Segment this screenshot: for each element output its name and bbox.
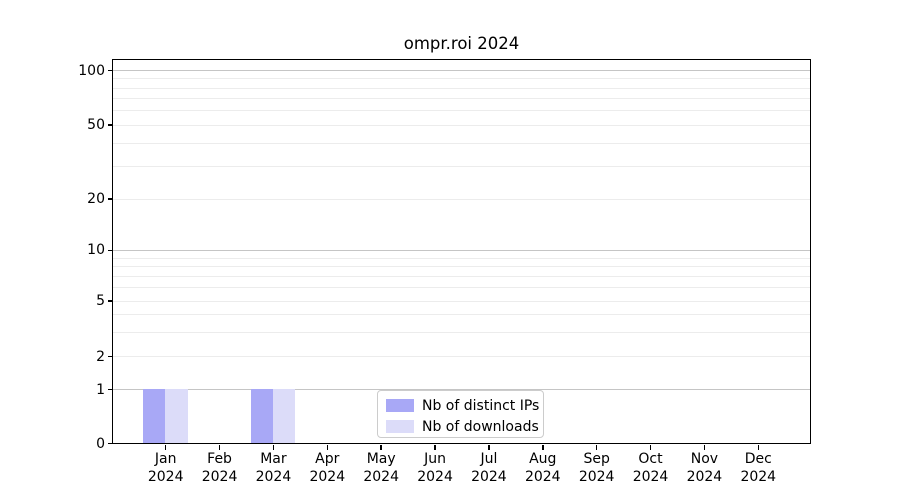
y-tick-mark bbox=[108, 249, 113, 252]
major-gridline bbox=[112, 389, 810, 391]
x-tick-month: Apr bbox=[315, 451, 340, 467]
minor-gridline bbox=[112, 165, 810, 167]
minor-gridline bbox=[112, 124, 810, 126]
x-tick-mark bbox=[434, 445, 436, 450]
x-tick-month: Nov bbox=[690, 451, 719, 467]
x-tick-month: Oct bbox=[638, 451, 663, 467]
x-tick-mark bbox=[380, 445, 382, 450]
x-tick-month: Jan bbox=[154, 451, 177, 467]
x-tick-label: Dec 2024 bbox=[726, 451, 790, 486]
x-tick-month: Sep bbox=[583, 451, 610, 467]
legend-item-distinct-ips: Nb of distinct IPs bbox=[386, 396, 543, 415]
x-tick-year: 2024 bbox=[363, 468, 399, 485]
x-tick-mark bbox=[218, 445, 221, 450]
x-tick-label: May 2024 bbox=[349, 451, 413, 486]
x-tick-year: 2024 bbox=[147, 468, 184, 485]
x-tick-year: 2024 bbox=[578, 468, 615, 485]
x-tick-month: Jul bbox=[480, 451, 498, 467]
bar-downloads bbox=[272, 389, 296, 443]
x-tick-year: 2024 bbox=[632, 468, 669, 485]
x-tick-label: Aug 2024 bbox=[511, 451, 575, 486]
y-tick-mark bbox=[108, 388, 113, 391]
x-tick-mark bbox=[649, 445, 652, 450]
y-tick-mark bbox=[108, 124, 113, 126]
bar-distinct-ips bbox=[250, 389, 273, 443]
x-tick-month: Jun bbox=[424, 451, 446, 467]
distinct-ips-swatch-icon bbox=[386, 399, 414, 412]
bar-distinct-ips bbox=[142, 389, 166, 443]
minor-gridline bbox=[112, 98, 810, 100]
y-tick-mark bbox=[108, 69, 113, 72]
minor-gridline bbox=[112, 266, 810, 268]
y-tick-label: 20 bbox=[87, 191, 105, 207]
legend-label-distinct-ips: Nb of distinct IPs bbox=[422, 397, 540, 414]
y-tick-mark bbox=[108, 442, 113, 445]
x-tick-month: Feb bbox=[207, 451, 232, 467]
x-tick-month: Dec bbox=[744, 451, 772, 467]
x-tick-mark bbox=[542, 445, 544, 450]
x-tick-label: Jan 2024 bbox=[134, 451, 198, 486]
minor-gridline bbox=[112, 331, 810, 333]
x-tick-month: May bbox=[366, 451, 396, 467]
minor-gridline bbox=[112, 78, 810, 80]
x-tick-month: Aug bbox=[529, 451, 557, 467]
y-tick-mark bbox=[108, 355, 113, 358]
x-tick-mark bbox=[595, 445, 598, 450]
x-tick-label: Jun 2024 bbox=[403, 451, 467, 486]
x-tick-mark bbox=[326, 445, 329, 450]
bar-downloads bbox=[165, 389, 188, 443]
plot-area bbox=[111, 59, 811, 444]
x-tick-label: Oct 2024 bbox=[619, 451, 683, 486]
major-gridline bbox=[112, 249, 810, 251]
minor-gridline bbox=[112, 300, 810, 302]
minor-gridline bbox=[112, 356, 810, 358]
x-tick-mark bbox=[488, 445, 490, 450]
y-tick-label: 10 bbox=[87, 242, 105, 259]
y-tick-label: 5 bbox=[96, 293, 105, 309]
x-tick-year: 2024 bbox=[740, 468, 777, 485]
major-gridline bbox=[112, 70, 810, 72]
legend-item-downloads: Nb of downloads bbox=[386, 417, 543, 436]
x-tick-label: Mar 2024 bbox=[241, 451, 305, 486]
minor-gridline bbox=[112, 87, 810, 89]
y-tick-mark bbox=[108, 300, 113, 302]
minor-gridline bbox=[112, 198, 810, 200]
chart-title: ompr.roi 2024 bbox=[403, 34, 520, 53]
legend-label-downloads: Nb of downloads bbox=[422, 418, 539, 435]
minor-gridline bbox=[112, 142, 810, 144]
x-tick-year: 2024 bbox=[471, 468, 507, 485]
minor-gridline bbox=[112, 314, 810, 316]
x-tick-label: Feb 2024 bbox=[188, 451, 252, 486]
x-tick-label: Nov 2024 bbox=[672, 451, 736, 486]
x-tick-label: Sep 2024 bbox=[565, 451, 629, 486]
y-tick-label: 0 bbox=[96, 435, 105, 452]
x-tick-label: Apr 2024 bbox=[295, 451, 359, 486]
legend: Nb of distinct IPs Nb of downloads bbox=[377, 390, 544, 438]
minor-gridline bbox=[112, 287, 810, 289]
minor-gridline bbox=[112, 275, 810, 277]
y-tick-mark bbox=[108, 198, 113, 200]
x-tick-month: Mar bbox=[260, 451, 287, 467]
x-tick-mark bbox=[703, 445, 706, 450]
y-tick-label: 2 bbox=[96, 348, 105, 365]
minor-gridline bbox=[112, 257, 810, 259]
downloads-swatch-icon bbox=[386, 420, 414, 433]
x-tick-year: 2024 bbox=[417, 468, 453, 485]
x-tick-year: 2024 bbox=[686, 468, 723, 485]
y-tick-label: 100 bbox=[78, 62, 105, 79]
x-tick-year: 2024 bbox=[255, 468, 292, 485]
x-tick-year: 2024 bbox=[524, 468, 561, 485]
y-tick-label: 1 bbox=[96, 381, 105, 398]
x-tick-year: 2024 bbox=[201, 468, 238, 485]
x-tick-year: 2024 bbox=[309, 468, 346, 485]
x-tick-mark bbox=[757, 445, 760, 450]
y-tick-label: 50 bbox=[87, 117, 105, 133]
x-tick-mark bbox=[164, 445, 167, 450]
x-tick-label: Jul 2024 bbox=[457, 451, 521, 486]
x-tick-mark bbox=[272, 445, 275, 450]
minor-gridline bbox=[112, 110, 810, 112]
